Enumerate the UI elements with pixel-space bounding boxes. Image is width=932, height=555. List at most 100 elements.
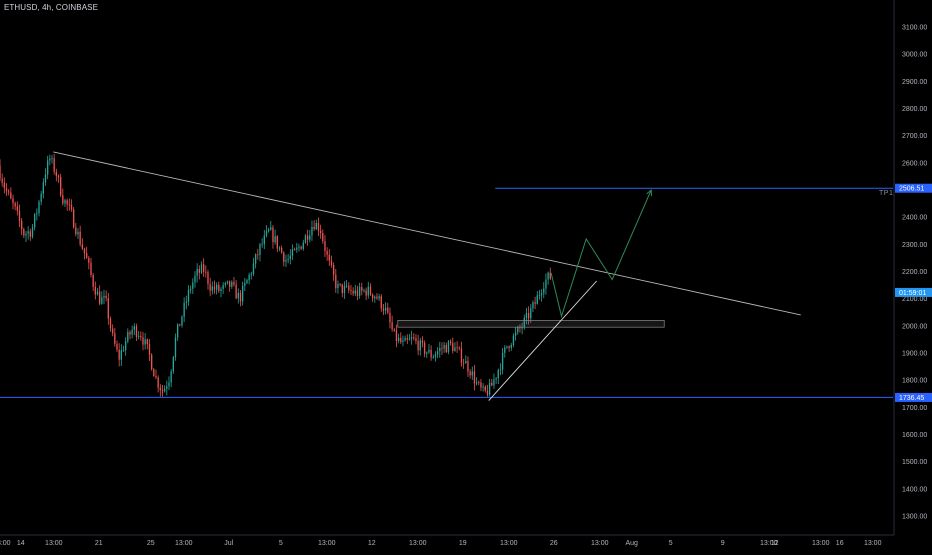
candle-body <box>72 209 75 228</box>
candle-body <box>365 290 367 296</box>
time-tick-label: 13:00 <box>760 540 778 547</box>
time-tick-label: 21 <box>95 540 103 547</box>
projection-path <box>550 189 652 319</box>
candle-body <box>198 269 200 273</box>
candle-body <box>408 338 411 340</box>
time-tick-label: 13:00 <box>409 540 427 547</box>
candle-body <box>488 382 491 395</box>
candle-body <box>250 273 252 275</box>
candle-body <box>118 349 120 360</box>
time-tick-label: 12 <box>368 540 376 547</box>
price-tick-label: 2000.00 <box>902 323 927 330</box>
price-tick-label: 2900.00 <box>902 79 927 86</box>
candle-body <box>499 369 502 371</box>
candle-body <box>187 289 190 302</box>
candle-body <box>417 340 419 351</box>
candle-body <box>471 371 473 376</box>
candle-body <box>339 284 341 285</box>
candle-body <box>413 337 415 339</box>
time-tick-label: 13:00 <box>500 540 518 547</box>
price-tick-label: 2400.00 <box>902 215 927 222</box>
candle-body <box>213 286 216 290</box>
candle-body <box>510 344 512 348</box>
time-tick-label: 13:00 <box>864 540 882 547</box>
candle-body <box>291 249 294 256</box>
candle-body <box>244 282 246 286</box>
candle-body <box>111 328 114 334</box>
time-tick-label: 5 <box>279 540 283 547</box>
candle-body <box>497 370 499 379</box>
candle-body <box>40 193 42 202</box>
candle-body <box>23 229 25 236</box>
candle-body <box>298 246 300 248</box>
candle-body <box>122 350 125 352</box>
candle-body <box>504 347 506 353</box>
candle-body <box>549 272 551 279</box>
candle-body <box>133 326 135 330</box>
price-tick-label: 1900.00 <box>902 351 927 358</box>
candle-body <box>209 284 211 291</box>
candle-body <box>380 296 382 309</box>
time-tick-label: 19 <box>459 540 467 547</box>
candle-body <box>7 191 10 193</box>
candle-body <box>263 235 265 244</box>
candle-body <box>436 351 439 355</box>
candle-body <box>222 284 224 289</box>
candle-body <box>259 244 261 256</box>
candle-body <box>205 271 207 273</box>
candle-body <box>1 178 3 183</box>
time-tick-label: Aug <box>625 540 638 547</box>
candle-body <box>514 332 517 336</box>
candle-body <box>415 338 417 341</box>
candle-body <box>103 295 105 298</box>
candle-body <box>330 260 333 266</box>
candle-body <box>382 308 385 311</box>
target-price-tag-bg <box>895 183 932 193</box>
candle-body <box>460 348 463 363</box>
candle-body <box>495 378 497 380</box>
candle-body <box>64 200 66 204</box>
candle-body <box>5 188 8 192</box>
candle-body <box>272 227 274 243</box>
candle-body <box>127 332 129 342</box>
candle-body <box>155 376 157 378</box>
candle-body <box>469 371 471 376</box>
candle-body <box>397 337 400 342</box>
candle-body <box>387 307 389 313</box>
candle-body <box>447 341 450 352</box>
candle-body <box>27 231 29 234</box>
time-tick-label: 5 <box>669 540 673 547</box>
candle-body <box>59 177 62 196</box>
candle-body <box>525 312 528 318</box>
candle-body <box>42 182 45 194</box>
candle-body <box>96 291 99 295</box>
time-tick-label: 25 <box>147 540 155 547</box>
current-price-countdown: 01:59:01 <box>899 290 926 297</box>
candle-body <box>395 330 398 342</box>
candle-body <box>506 346 508 348</box>
candle-body <box>135 326 138 337</box>
candle-body <box>335 274 337 289</box>
candle-body <box>120 350 122 360</box>
candle-body <box>439 348 441 352</box>
candle-body <box>517 327 519 333</box>
candle-body <box>98 291 101 304</box>
candle-body <box>170 371 172 383</box>
candle-body <box>458 347 460 349</box>
candle-body <box>512 335 515 345</box>
candle-body <box>148 344 151 355</box>
candle-body <box>257 254 259 256</box>
candle-body <box>224 283 226 285</box>
candle-body <box>79 231 81 245</box>
candle-body <box>131 329 133 335</box>
candle-body <box>174 337 177 358</box>
candle-body <box>361 286 363 291</box>
time-tick-label: 13:00 <box>812 540 830 547</box>
candle-body <box>220 288 222 291</box>
candle-body <box>478 382 480 384</box>
candle-body <box>200 264 203 273</box>
descending-trendline <box>53 151 801 316</box>
candle-body <box>402 340 404 343</box>
